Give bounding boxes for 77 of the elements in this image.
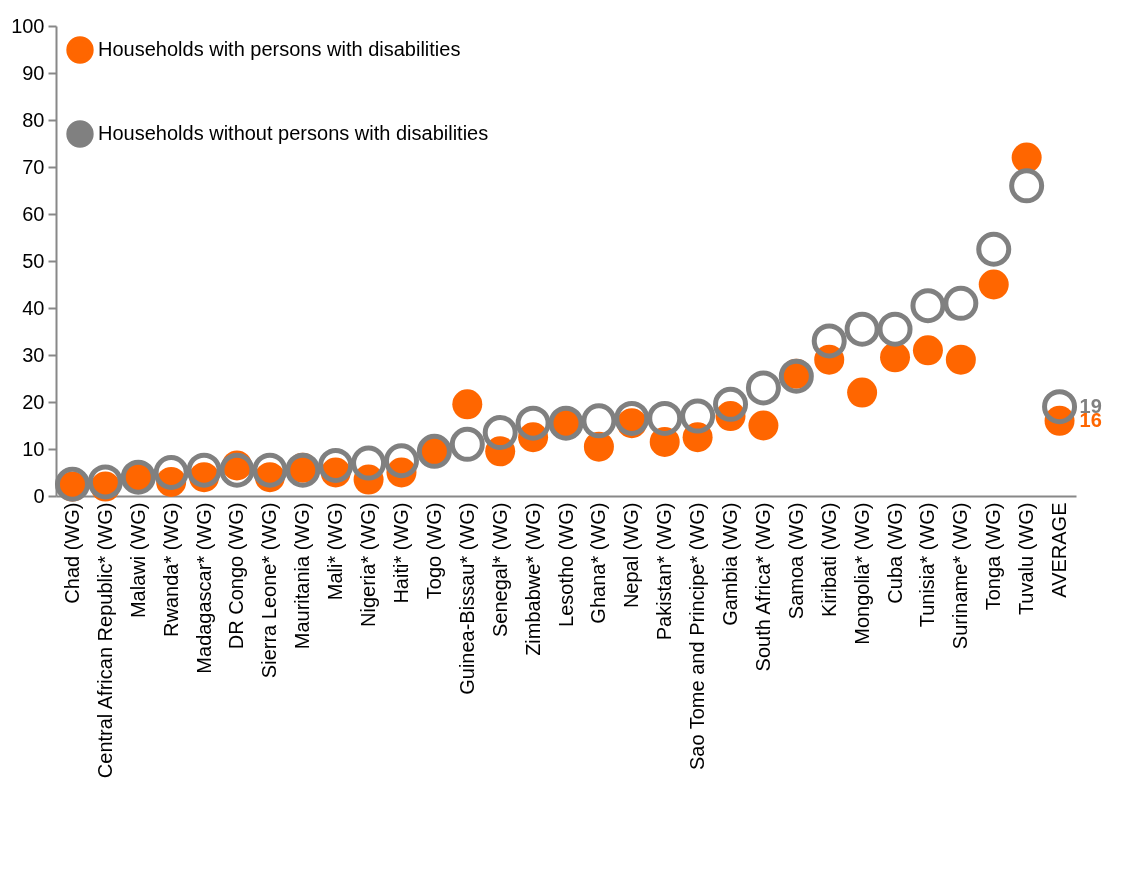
- point: [943, 285, 979, 321]
- point: [452, 389, 483, 420]
- x-tick-label: Haiti* (WG): [389, 502, 412, 604]
- point: [680, 398, 716, 434]
- x-tick-label: Guinea-Bissau* (WG): [455, 502, 478, 695]
- x-tick-label: Pakistan* (WG): [653, 502, 676, 641]
- point: [87, 464, 123, 500]
- point: [614, 400, 650, 436]
- point: [945, 344, 976, 375]
- x-tick-label: Chad (WG): [60, 502, 83, 604]
- point: [186, 452, 222, 488]
- point: [910, 288, 946, 324]
- point: [811, 323, 847, 359]
- point: [1011, 142, 1042, 173]
- point: [351, 445, 387, 481]
- x-tick-label: Ghana* (WG): [587, 502, 610, 624]
- point: [449, 426, 485, 462]
- x-tick-label: Nepal (WG): [620, 502, 643, 609]
- x-tick-label: Zimbabwe* (WG): [521, 502, 544, 656]
- x-tick-label: Samoa (WG): [784, 502, 807, 620]
- x-tick-label: Tuvalu (WG): [1015, 502, 1038, 616]
- point: [219, 452, 255, 488]
- y-tick-label: 80: [22, 108, 45, 131]
- x-tick-label: Togo (WG): [422, 502, 445, 600]
- x-tick-label: AVERAGE: [1048, 502, 1071, 598]
- x-tick-label: Madagascar* (WG): [192, 502, 215, 674]
- x-tick-label: Gambia (WG): [719, 502, 742, 626]
- x-tick-label: Kiribati (WG): [817, 502, 840, 617]
- legend-label: Households with persons with disabilities: [98, 38, 461, 60]
- point: [1042, 389, 1078, 425]
- point: [978, 269, 1009, 300]
- x-tick-label: Malawi (WG): [126, 502, 149, 619]
- x-tick-label: Suriname* (WG): [949, 502, 972, 650]
- point: [713, 386, 749, 422]
- point: [318, 447, 354, 483]
- y-tick-label: 30: [22, 343, 45, 366]
- point: [153, 455, 189, 490]
- point: [252, 452, 288, 488]
- point: [844, 311, 880, 347]
- y-tick-label: 90: [22, 61, 45, 84]
- point: [976, 231, 1012, 267]
- y-tick-label: 50: [22, 249, 45, 272]
- x-tick-label: South Africa* (WG): [751, 502, 774, 672]
- y-tick-label: 10: [22, 437, 45, 460]
- point: [1009, 168, 1045, 204]
- x-tick-label: Tonga (WG): [982, 502, 1005, 611]
- point: [515, 405, 551, 441]
- y-tick-label: 60: [22, 202, 45, 225]
- x-tick-label: DR Congo (WG): [225, 502, 248, 650]
- x-tick-label: Sao Tome and Principe* (WG): [686, 502, 709, 771]
- point: [877, 311, 913, 347]
- x-tick-label: Lesotho (WG): [554, 502, 577, 627]
- y-tick-label: 100: [11, 14, 45, 37]
- y-tick-label: 20: [22, 390, 45, 413]
- point: [383, 443, 419, 479]
- x-tick-label: Tunisia* (WG): [916, 502, 939, 628]
- point: [745, 370, 781, 406]
- y-tick-label: 70: [22, 155, 45, 178]
- point: [748, 410, 779, 441]
- x-tick-label: Mongolia* (WG): [850, 502, 873, 645]
- legend-label: Households without persons with disabilities: [98, 122, 489, 144]
- x-tick-label: Mauritania (WG): [291, 502, 314, 650]
- x-tick-label: Rwanda* (WG): [159, 502, 182, 637]
- x-tick-label: Cuba (WG): [883, 502, 906, 604]
- y-tick-label: 0: [33, 484, 45, 507]
- x-tick-label: Senegal* (WG): [488, 502, 511, 637]
- x-tick-label: Mali* (WG): [324, 502, 347, 601]
- x-tick-label: Nigeria* (WG): [357, 502, 380, 627]
- x-tick-label: Sierra Leone* (WG): [258, 502, 281, 679]
- y-tick-label: 40: [22, 296, 45, 319]
- point: [880, 342, 911, 373]
- x-tick-label: Central African Republic* (WG): [93, 502, 116, 779]
- point: [847, 377, 878, 408]
- point: [581, 403, 617, 439]
- point: [482, 415, 518, 451]
- point: [647, 400, 683, 436]
- point: [912, 335, 943, 366]
